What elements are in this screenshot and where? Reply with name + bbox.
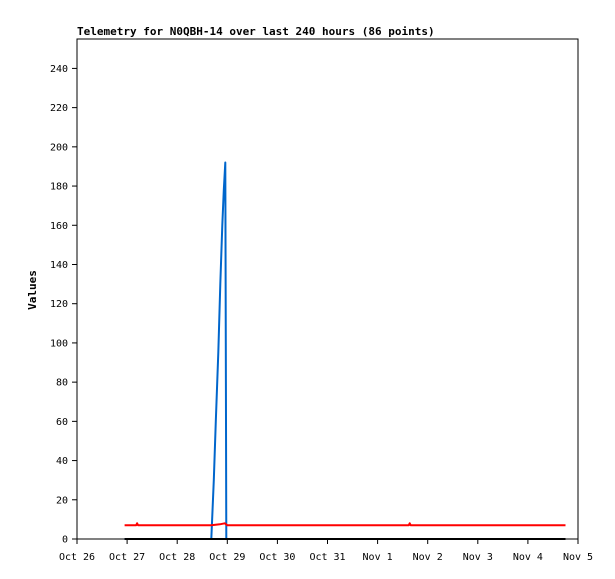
x-tick-label: Oct 30 (259, 552, 295, 563)
y-axis-label: Values (26, 270, 39, 310)
y-tick-label: 240 (50, 64, 68, 75)
y-tick-label: 20 (56, 495, 68, 506)
chart-title: Telemetry for N0QBH-14 over last 240 hou… (77, 25, 435, 38)
x-tick-label: Nov 1 (363, 552, 393, 563)
x-tick-label: Oct 31 (309, 552, 345, 563)
y-tick-label: 220 (50, 103, 68, 114)
x-tick-label: Nov 4 (513, 552, 543, 563)
y-tick-label: 160 (50, 221, 68, 232)
x-tick-label: Nov 3 (463, 552, 493, 563)
y-tick-label: 0 (62, 535, 68, 546)
y-tick-label: 200 (50, 142, 68, 153)
x-tick-label: Nov 2 (413, 552, 443, 563)
y-tick-label: 80 (56, 378, 68, 389)
plot-frame (76, 38, 579, 540)
y-axis: 0 20 40 60 80 100 120 140 160 180 200 220 240 (50, 64, 77, 546)
y-tick-label: 180 (50, 182, 68, 193)
y-tick-label: 140 (50, 260, 68, 271)
x-tick-label: Oct 26 (59, 552, 95, 563)
series-line-0 (124, 161, 566, 540)
x-axis: Oct 26 Oct 27 Oct 28 Oct 29 Oct 30 Oct 31 Nov … (59, 539, 593, 563)
x-tick-label: Oct 27 (109, 552, 145, 563)
x-tick-label: Oct 29 (209, 552, 245, 563)
y-tick-label: 40 (56, 456, 68, 467)
series-layer (124, 161, 566, 540)
series-line-1 (124, 522, 566, 527)
x-tick-label: Nov 5 (563, 552, 593, 563)
x-tick-label: Oct 28 (159, 552, 195, 563)
y-tick-label: 60 (56, 417, 68, 428)
y-tick-label: 120 (50, 299, 68, 310)
y-tick-label: 100 (50, 338, 68, 349)
